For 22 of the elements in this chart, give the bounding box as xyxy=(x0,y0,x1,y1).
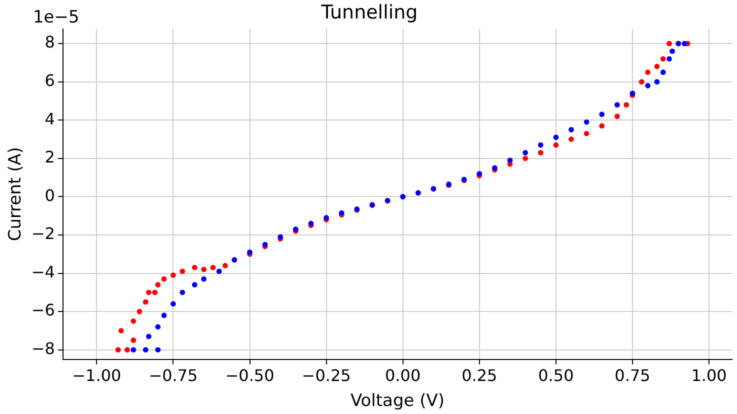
x-tick-label: 0.75 xyxy=(614,366,650,386)
y-tick-label: 8 xyxy=(44,32,55,52)
x-tick-label: −0.25 xyxy=(302,366,351,386)
text: 1e−5 xyxy=(32,8,80,28)
x-tick-label: 0.25 xyxy=(462,366,498,386)
x-tick-label: 0.50 xyxy=(538,366,574,386)
y-tick-label: 6 xyxy=(44,70,55,90)
chart-title: Tunnelling xyxy=(320,1,418,24)
x-tick-label: 1.00 xyxy=(691,366,727,386)
x-tick-label: −0.75 xyxy=(148,366,198,386)
x-tick-label: 0.00 xyxy=(385,366,421,386)
y-tick-label: −8 xyxy=(31,338,55,358)
y-tick-label: 4 xyxy=(44,109,55,128)
y-axis-title: Current (A) xyxy=(6,147,26,242)
y-tick-label: 0 xyxy=(44,186,55,205)
x-axis-title: Voltage (V) xyxy=(350,391,445,412)
y-tick-label: −4 xyxy=(31,262,55,282)
x-tick-label: −0.50 xyxy=(225,366,274,386)
y-tick-label: −2 xyxy=(31,224,55,244)
x-tick-label: −1.00 xyxy=(72,366,122,386)
y-tick-label: 2 xyxy=(44,148,55,167)
y-tick-label: −6 xyxy=(31,300,55,320)
